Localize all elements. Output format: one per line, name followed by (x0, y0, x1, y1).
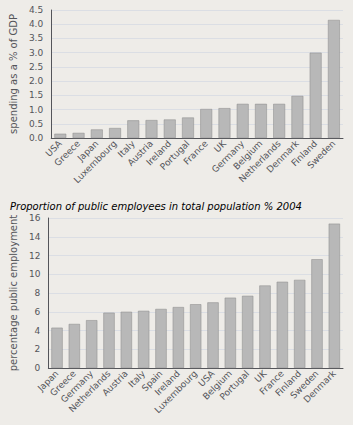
svg-text:Belgium: Belgium (200, 368, 234, 402)
svg-text:Belgium: Belgium (231, 138, 265, 172)
svg-text:0: 0 (35, 363, 41, 373)
svg-text:Proportion of public employees: Proportion of public employees in total … (10, 201, 302, 212)
svg-text:0.5: 0.5 (29, 119, 43, 129)
svg-text:France: France (257, 368, 286, 397)
svg-text:12: 12 (29, 251, 40, 261)
svg-text:UK: UK (212, 138, 228, 155)
svg-text:Italy: Italy (116, 138, 137, 160)
svg-text:Portugal: Portugal (218, 368, 251, 401)
svg-text:Luxembourg: Luxembourg (153, 368, 200, 415)
svg-text:8: 8 (35, 288, 41, 298)
svg-text:France: France (182, 138, 211, 167)
svg-text:UK: UK (252, 368, 269, 385)
svg-text:2.0: 2.0 (29, 76, 44, 86)
svg-text:Ireland: Ireland (144, 138, 174, 168)
svg-text:Sweden: Sweden (305, 138, 337, 170)
svg-text:3.5: 3.5 (29, 33, 43, 43)
svg-text:4: 4 (35, 326, 41, 336)
svg-text:6: 6 (35, 307, 41, 317)
svg-text:USA: USA (43, 138, 64, 159)
svg-text:Luxembourg: Luxembourg (72, 138, 119, 185)
svg-text:1.0: 1.0 (29, 105, 44, 115)
svg-text:Denmark: Denmark (264, 138, 301, 175)
svg-text:Netherlands: Netherlands (66, 368, 113, 415)
svg-text:Austria: Austria (100, 368, 130, 398)
svg-text:Japan: Japan (75, 138, 101, 164)
svg-text:10: 10 (29, 269, 41, 279)
svg-text:Denmark: Denmark (302, 368, 339, 405)
svg-text:Sweden: Sweden (288, 368, 321, 401)
svg-text:spending as a % of GDP: spending as a % of GDP (8, 14, 19, 134)
svg-text:Netherlands: Netherlands (236, 138, 283, 185)
svg-text:Germany: Germany (58, 368, 96, 405)
svg-text:Italy: Italy (126, 368, 148, 390)
svg-text:16: 16 (29, 213, 41, 223)
svg-text:14: 14 (29, 232, 41, 242)
svg-text:USA: USA (196, 368, 217, 389)
svg-text:2.5: 2.5 (29, 62, 43, 72)
svg-text:4.0: 4.0 (29, 19, 44, 29)
svg-text:Japan: Japan (35, 368, 61, 394)
svg-text:Finland: Finland (289, 138, 320, 169)
svg-text:Germany: Germany (210, 138, 247, 175)
svg-text:percentage public employment: percentage public employment (8, 215, 19, 372)
svg-text:Greece: Greece (48, 368, 78, 399)
svg-text:4.5: 4.5 (29, 5, 43, 15)
svg-text:Austria: Austria (125, 138, 156, 168)
svg-text:Spain: Spain (139, 368, 165, 394)
svg-text:0.0: 0.0 (29, 133, 44, 143)
svg-text:Portugal: Portugal (158, 138, 192, 172)
svg-text:Finland: Finland (273, 368, 304, 399)
svg-text:Ireland: Ireland (152, 368, 182, 398)
svg-text:1.5: 1.5 (29, 90, 43, 100)
svg-text:Greece: Greece (52, 138, 83, 169)
svg-text:3.0: 3.0 (29, 48, 44, 58)
svg-text:2: 2 (35, 344, 41, 354)
